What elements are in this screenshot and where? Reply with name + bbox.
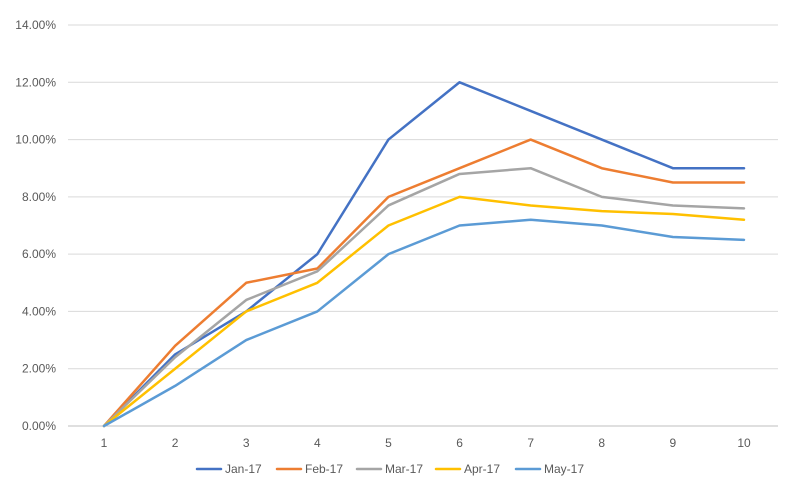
series-line-mar-17 [102,166,746,428]
legend-item-may-17: May-17 [514,462,584,476]
legend-item-feb-17: Feb-17 [275,462,343,476]
x-tick-label: 8 [598,436,605,450]
legend-item-jan-17: Jan-17 [195,462,262,476]
legend-label: May-17 [544,462,584,476]
series-line-feb-17 [102,138,746,428]
y-tick-label: 2.00% [22,362,56,376]
legend-item-mar-17: Mar-17 [355,462,423,476]
x-tick-label: 9 [670,436,677,450]
legend-item-apr-17: Apr-17 [434,462,500,476]
gridlines [68,24,778,370]
x-tick-label: 3 [243,436,250,450]
axes: 0.00% 2.00% 4.00% 6.00% 8.00% 10.00% 12.00% 14.… [15,18,778,450]
series-line-apr-17 [102,195,746,428]
y-tick-label: 10.00% [15,133,56,147]
x-tick-label: 2 [172,436,179,450]
y-tick-label: 0.00% [22,419,56,433]
legend-label: Jan-17 [225,462,262,476]
x-tick-label: 5 [385,436,392,450]
x-tick-label: 6 [456,436,463,450]
y-tick-label: 14.00% [15,18,56,32]
y-tick-label: 6.00% [22,247,56,261]
series-lines [102,81,746,428]
legend-label: Mar-17 [385,462,423,476]
y-tick-label: 8.00% [22,190,56,204]
legend-label: Apr-17 [464,462,500,476]
y-tick-label: 12.00% [15,75,56,89]
x-tick-label: 1 [101,436,108,450]
series-line-jan-17 [102,81,746,428]
x-tick-label: 4 [314,436,321,450]
x-tick-label: 7 [527,436,534,450]
x-tick-label: 10 [737,436,751,450]
y-tick-label: 4.00% [22,304,56,318]
legend-label: Feb-17 [305,462,343,476]
series-line-may-17 [102,218,746,428]
legend: Jan-17 Feb-17 Mar-17 Apr-17 May-17 [195,462,584,476]
